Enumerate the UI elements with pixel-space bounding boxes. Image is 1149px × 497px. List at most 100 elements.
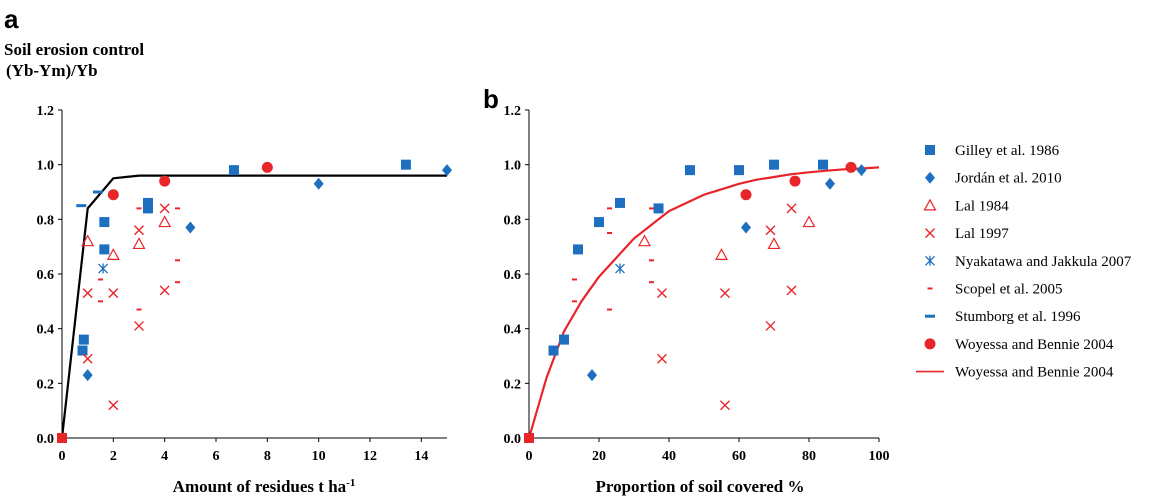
panel-a-point-circle xyxy=(107,189,119,201)
legend-label: Lal 1997 xyxy=(955,226,1009,242)
legend-item: Nyakatawa and Jakkula 2007 xyxy=(925,254,1132,270)
panel-b-ytick-label: 0.6 xyxy=(504,268,522,283)
panel-a-xtick-label: 0 xyxy=(59,449,66,464)
legend-label: Gilley et al. 1986 xyxy=(955,143,1060,159)
panel-a-point-bar xyxy=(92,190,103,194)
panel-b-xtick-label: 40 xyxy=(662,449,676,464)
panel-b-point-square xyxy=(573,244,583,255)
legend-marker-square-icon xyxy=(925,145,935,155)
panel-a-ylabel: (Yb-Ym)/Yb xyxy=(6,61,98,80)
panel-b-point-triangle xyxy=(637,234,652,247)
legend-marker-triangle-icon xyxy=(923,198,937,211)
legend-label: Woyessa and Bennie 2004 xyxy=(955,337,1114,353)
panel-a-point-x xyxy=(108,288,119,299)
panel-a-xtick-label: 2 xyxy=(110,449,117,464)
legend-item: Woyessa and Bennie 2004 xyxy=(916,365,1114,381)
panel-b-point-square xyxy=(653,203,664,214)
panel-b-point-diamond xyxy=(825,177,835,190)
panel-a-ytick-label: 0.6 xyxy=(37,268,55,283)
panel-a-point-circle xyxy=(261,161,273,173)
panel-a-point-square xyxy=(142,203,153,214)
legend-label: Jordán et al. 2010 xyxy=(955,171,1062,187)
legend-item: Lal 1997 xyxy=(925,226,1009,242)
panel-b-point-square xyxy=(685,165,695,176)
panel-a-label: a xyxy=(4,4,19,34)
panel-b-point-square xyxy=(548,345,559,356)
panel-b-point-square xyxy=(594,217,604,228)
legend-label: Scopel et al. 2005 xyxy=(955,282,1062,298)
panel-b-point-diamond xyxy=(856,164,867,177)
panel-a-point-bar xyxy=(76,204,87,208)
panel-b-ytick-label: 0.2 xyxy=(504,377,522,392)
panel-b-point-x xyxy=(786,203,797,214)
panel-b-xlabel: Proportion of soil covered % xyxy=(595,477,804,496)
panel-a-ytick-label: 1.2 xyxy=(37,104,55,119)
panel-a-point-x xyxy=(159,285,170,296)
panel-a-point-triangle xyxy=(158,215,172,228)
panel-b-xtick-label: 100 xyxy=(869,449,890,464)
panel-a-xlabel-text: Amount of residues t ha xyxy=(173,477,347,496)
panel-b-point-x xyxy=(657,288,667,299)
panel-a-point-asterisk xyxy=(98,263,109,274)
panel-b-xtick-label: 0 xyxy=(526,449,533,464)
panel-a-point-triangle xyxy=(106,248,120,260)
panel-b-point-triangle xyxy=(802,215,816,228)
panel-b-xtick-label: 60 xyxy=(732,449,746,464)
panel-a-xlabel-sup: -1 xyxy=(346,477,355,489)
panel-a-point-x xyxy=(134,320,144,331)
panel-a-ytick-label: 0.4 xyxy=(37,323,55,338)
legend-label: Stumborg et al. 1996 xyxy=(955,309,1081,325)
panel-b-point-diamond xyxy=(741,221,751,234)
panel-b-fit-line-0 xyxy=(527,166,880,439)
panel-b-point-x xyxy=(786,285,797,296)
panel-b-ytick-label: 1.2 xyxy=(504,104,522,119)
panel-b-point-square xyxy=(818,159,828,170)
panel-b-ytick-label: 0.4 xyxy=(504,323,522,338)
panel-a-plot: 0.0 0.2 0.4 0.6 0.8 1.0 1.2 0 2 4 6 8 10 12 14 xyxy=(37,104,452,464)
panel-a-point-square xyxy=(228,165,239,176)
panel-b-xtick-label: 20 xyxy=(592,449,606,464)
panel-b-point-square xyxy=(559,334,569,345)
legend-label: Lal 1984 xyxy=(955,198,1009,214)
panel-a-point-circle xyxy=(159,175,171,187)
panel-a-point-triangle xyxy=(81,234,95,247)
panel-a-point-square xyxy=(400,159,411,170)
panel-b-point-x xyxy=(765,225,776,236)
panel-a-fit-line-0 xyxy=(60,174,447,439)
panel-a-point-diamond xyxy=(313,177,324,190)
legend-marker-diamond-icon xyxy=(925,171,935,184)
panel-a-point-diamond xyxy=(185,221,196,234)
panel-a-point-square xyxy=(77,345,88,356)
panel-a-point-square xyxy=(57,433,67,443)
legend: Gilley et al. 1986 Jordán et al. 2010 Lal … xyxy=(916,143,1132,381)
legend-marker-bar-icon xyxy=(925,314,935,318)
legend-label: Woyessa and Bennie 2004 xyxy=(955,365,1114,381)
panel-a-point-x xyxy=(82,288,93,299)
panel-a-xtick-label: 8 xyxy=(264,449,271,464)
panel-b-xtick-label: 80 xyxy=(802,449,816,464)
panel-b-point-x xyxy=(720,400,730,411)
panel-b-point-circle xyxy=(789,175,801,187)
panel-a-xtick-label: 12 xyxy=(363,449,377,464)
panel-a-point-x xyxy=(134,225,144,236)
panel-b-ytick-label: 0.8 xyxy=(504,213,522,228)
panel-a-xtick-label: 6 xyxy=(213,449,220,464)
panel-a-ytick-label: 0.2 xyxy=(37,377,55,392)
panel-b-point-asterisk xyxy=(615,263,625,274)
panel-b-point-triangle xyxy=(767,237,781,250)
panel-b-plot: 0.0 0.2 0.4 0.6 0.8 1.0 1.2 0 20 40 60 80 100 xyxy=(504,104,890,464)
panel-a-xtick-label: 10 xyxy=(312,449,326,464)
legend-item: Stumborg et al. 1996 xyxy=(925,309,1081,325)
panel-a-ytick-label: 0.0 xyxy=(37,432,55,447)
panel-b-point-triangle xyxy=(714,248,729,260)
panel-a-ytick-label: 0.8 xyxy=(37,213,55,228)
panel-b-point-diamond xyxy=(587,369,597,382)
panel-a-point-square xyxy=(99,217,110,228)
panel-a-xtick-label: 4 xyxy=(161,449,168,464)
legend-label: Nyakatawa and Jakkula 2007 xyxy=(955,254,1132,270)
legend-item: Woyessa and Bennie 2004 xyxy=(924,337,1114,353)
panel-a-point-square xyxy=(142,197,153,208)
legend-item: Jordán et al. 2010 xyxy=(925,171,1062,187)
panel-a-ytick-label: 1.0 xyxy=(37,159,55,174)
